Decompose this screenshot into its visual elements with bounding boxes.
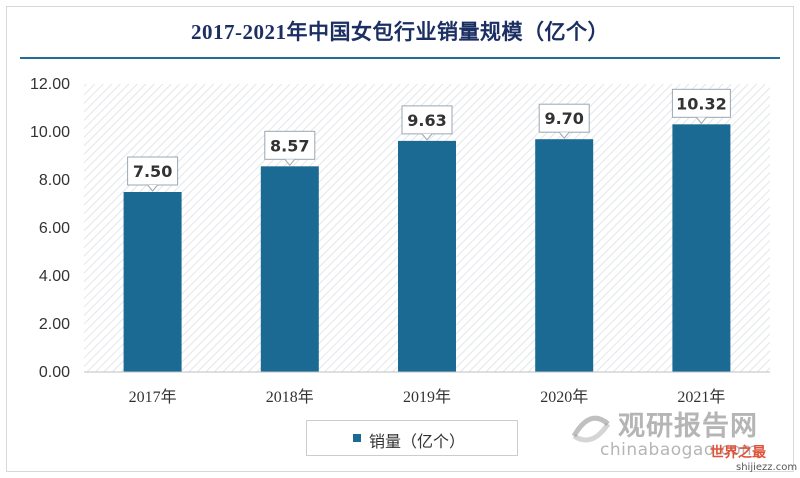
bars-group [123, 124, 731, 372]
y-tick-label: 6.00 [39, 220, 70, 237]
y-tick-label: 12.00 [30, 76, 70, 93]
data-label: 10.32 [676, 94, 727, 113]
data-label: 7.50 [133, 162, 172, 181]
data-label: 9.70 [544, 109, 583, 128]
data-label-pointer [696, 116, 707, 125]
data-label-box [538, 103, 590, 133]
legend: 销量（亿个） [306, 420, 518, 456]
y-tick-label: 2.00 [39, 316, 70, 333]
bar [398, 140, 456, 372]
bar [123, 192, 182, 372]
title-underline [20, 57, 780, 59]
y-tick-label: 10.00 [30, 124, 70, 141]
data-label-pointer [558, 131, 570, 139]
data-label-pointer [147, 184, 158, 192]
x-category-label: 2020年 [540, 388, 588, 406]
data-label-box [127, 156, 179, 186]
x-category-label: 2017年 [129, 388, 177, 406]
data-label: 9.63 [407, 111, 446, 130]
data-labels-group: 7.50 8.57 9.63 9.70 10.32 [127, 88, 731, 192]
bar [260, 166, 319, 372]
data-label-box [671, 88, 731, 118]
chart-title-wrap: 2017-2021年中国女包行业销量规模（亿个） [0, 16, 800, 46]
y-tick-label: 4.00 [39, 268, 70, 285]
x-category-label: 2021年 [677, 388, 725, 406]
x-category-label: 2019年 [403, 388, 451, 406]
x-category-label: 2018年 [266, 388, 314, 406]
x-axis-categories: 2017年 2018年 2019年 2020年 2021年 [129, 388, 726, 406]
y-tick-label: 8.00 [39, 172, 70, 189]
data-label-pointer [421, 133, 433, 141]
y-axis-ticks: 0.00 2.00 4.00 6.00 8.00 10.00 12.00 [30, 76, 70, 381]
legend-label: 销量（亿个） [369, 432, 466, 451]
data-label: 8.57 [270, 136, 309, 155]
bar [535, 139, 594, 372]
chart-title: 2017-2021年中国女包行业销量规模（亿个） [191, 20, 609, 44]
y-tick-label: 0.00 [39, 364, 70, 381]
data-label-pointer [284, 158, 296, 167]
bar [672, 124, 731, 372]
legend-swatch [353, 434, 361, 442]
